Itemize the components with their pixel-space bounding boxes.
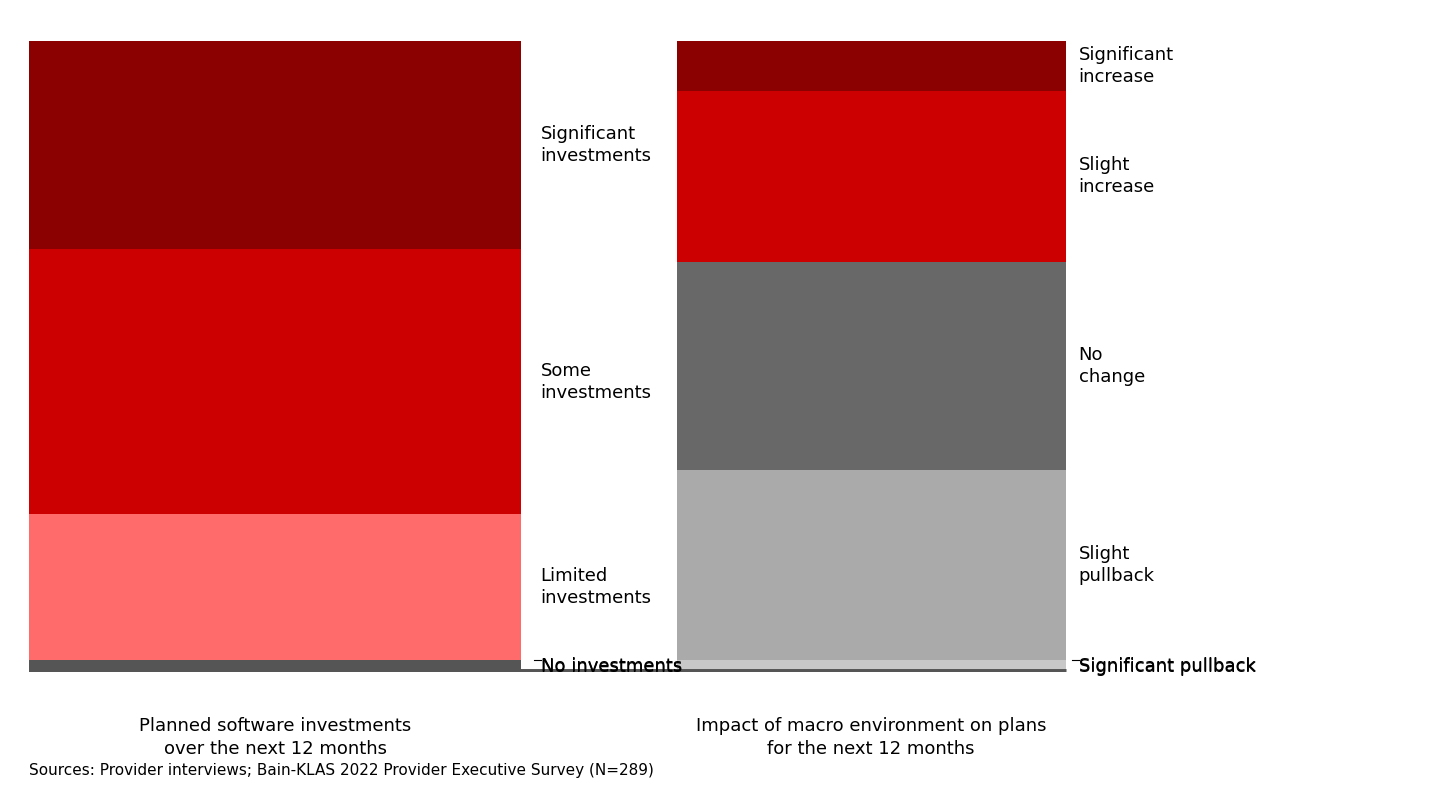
Bar <box>29 514 521 659</box>
Text: No investments: No investments <box>541 659 683 676</box>
Bar <box>29 40 521 249</box>
Text: Significant pullback: Significant pullback <box>1079 659 1256 676</box>
Text: Planned software investments
over the next 12 months: Planned software investments over the ne… <box>138 717 412 758</box>
Text: No
change: No change <box>1079 346 1145 386</box>
Text: Significant pullback: Significant pullback <box>1079 657 1256 675</box>
Text: Some
investments: Some investments <box>541 361 652 402</box>
Text: Significant
increase: Significant increase <box>1079 45 1174 86</box>
Bar <box>29 249 521 514</box>
Text: Impact of macro environment on plans
for the next 12 months: Impact of macro environment on plans for… <box>696 717 1047 758</box>
Text: Limited
investments: Limited investments <box>541 567 652 608</box>
Bar <box>677 262 1066 470</box>
Bar <box>677 40 1066 91</box>
Text: Sources: Provider interviews; Bain-KLAS 2022 Provider Executive Survey (N=289): Sources: Provider interviews; Bain-KLAS … <box>29 762 654 778</box>
Text: Slight
pullback: Slight pullback <box>1079 545 1155 585</box>
Bar <box>677 91 1066 262</box>
Bar <box>677 659 1066 672</box>
Text: No investments: No investments <box>541 657 683 675</box>
Bar <box>29 659 521 672</box>
Text: Slight
increase: Slight increase <box>1079 156 1155 197</box>
Bar <box>677 470 1066 659</box>
Text: Significant
investments: Significant investments <box>541 125 652 165</box>
